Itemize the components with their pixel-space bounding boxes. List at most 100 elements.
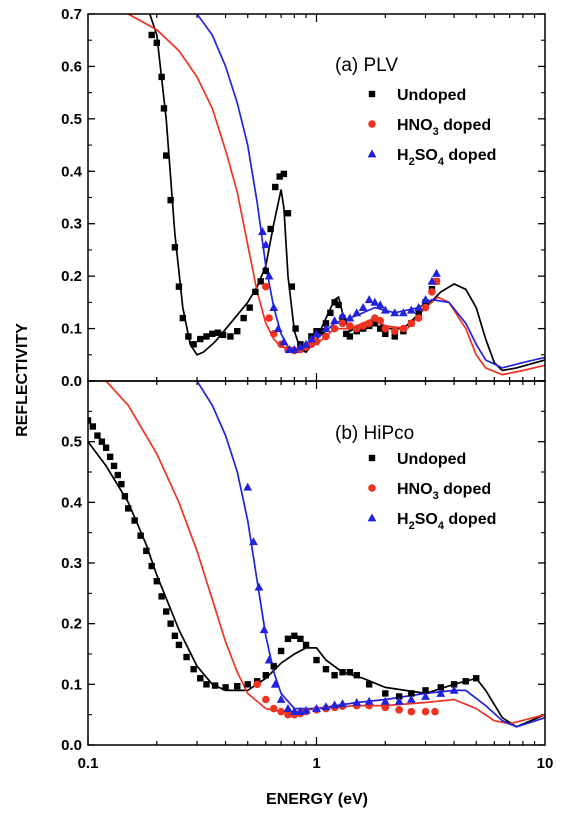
data-point [380,305,390,314]
data-point [167,620,174,627]
data-point [398,308,408,317]
data-point [346,322,354,330]
panel-label: (a) PLV [335,55,398,76]
data-point [406,694,416,703]
data-point [312,704,321,712]
data-point [312,329,321,338]
data-point [346,333,354,340]
data-point [321,323,331,332]
data-point [322,332,330,341]
y-tick-label: 0.3 [61,555,82,572]
data-point [331,299,338,306]
data-point [414,303,424,311]
data-point [421,295,430,304]
data-point [249,537,258,546]
data-point [297,635,304,643]
data-point [352,697,362,706]
data-point [352,308,362,317]
data-point [262,695,270,704]
data-point [234,327,241,335]
data-point [431,707,439,716]
data-point [262,267,270,275]
data-point [258,226,267,235]
data-point [449,685,459,694]
data-point [346,669,354,676]
y-tick-label: 0.0 [61,373,82,390]
legend-entry: H2SO4 doped [397,511,496,532]
data-point [370,297,380,306]
data-point [330,316,339,325]
data-point [88,417,92,424]
data-point [190,665,197,673]
series-triangle [243,482,459,716]
fit-curve [88,441,545,728]
data-point [131,517,138,524]
data-point [380,696,390,705]
data-point [390,327,399,335]
data-point [399,324,408,333]
data-point [197,335,204,343]
data-point [214,329,222,336]
panel-b: 0.0 0.1 0.2 0.3 0.4 0.5 (b) HiPco Undoped HNO3 d… [61,380,546,754]
data-point [421,691,430,700]
data-point [301,339,311,348]
data-point [358,303,368,311]
data-point [338,319,347,328]
data-point [219,331,227,339]
data-point [395,693,403,700]
data-point [322,665,330,673]
data-point [381,324,390,333]
data-point [301,705,311,714]
data-point [167,196,174,204]
data-point [264,655,274,664]
data-point [211,682,219,689]
series-square [88,417,480,700]
legend-marker [367,513,377,522]
data-point [414,314,423,322]
data-point [110,462,118,470]
data-point [473,675,480,682]
data-point [153,39,160,47]
data-point [462,678,469,685]
y-tick-label: 0.6 [61,58,82,75]
legend-marker [368,120,376,128]
y-tick-label: 0.5 [61,111,82,128]
y-tick-label: 0.7 [61,6,82,23]
data-point [364,696,374,705]
y-tick-label: 0.2 [61,268,82,285]
data-point [246,304,253,311]
data-point [158,73,165,81]
data-point [338,310,347,319]
data-point [295,342,305,351]
data-point [262,282,270,291]
data-point [422,687,429,694]
y-tick-label: 0.1 [61,676,82,693]
y-tick-label: 0.1 [61,321,82,338]
data-point [364,295,374,304]
data-point [276,694,286,703]
data-point [203,333,210,340]
data-point [390,308,400,317]
data-point [175,641,183,649]
data-point [227,333,234,340]
data-point [160,105,168,112]
data-point [240,314,247,322]
data-point [280,170,288,178]
legend-entry: HNO3 doped [397,481,491,502]
data-point [284,210,292,217]
legend-marker [367,149,377,158]
data-point [391,333,398,340]
data-point [284,635,292,643]
y-tick-label: 0.4 [61,163,83,180]
data-point [244,681,251,688]
legend-entry: H2SO4 doped [397,147,496,168]
data-point [313,656,320,664]
data-point [322,320,330,327]
data-point [284,710,292,719]
y-axis-title: REFLECTIVITY [14,323,31,437]
data-point [279,337,289,346]
data-point [421,303,430,312]
fit-curve [124,14,545,376]
data-point [371,320,379,327]
data-point [118,480,125,488]
